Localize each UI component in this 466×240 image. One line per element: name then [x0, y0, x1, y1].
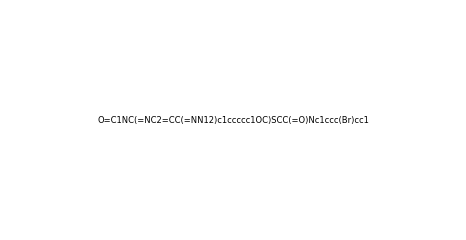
Text: O=C1NC(=NC2=CC(=NN12)c1ccccc1OC)SCC(=O)Nc1ccc(Br)cc1: O=C1NC(=NC2=CC(=NN12)c1ccccc1OC)SCC(=O)N… — [97, 115, 369, 125]
